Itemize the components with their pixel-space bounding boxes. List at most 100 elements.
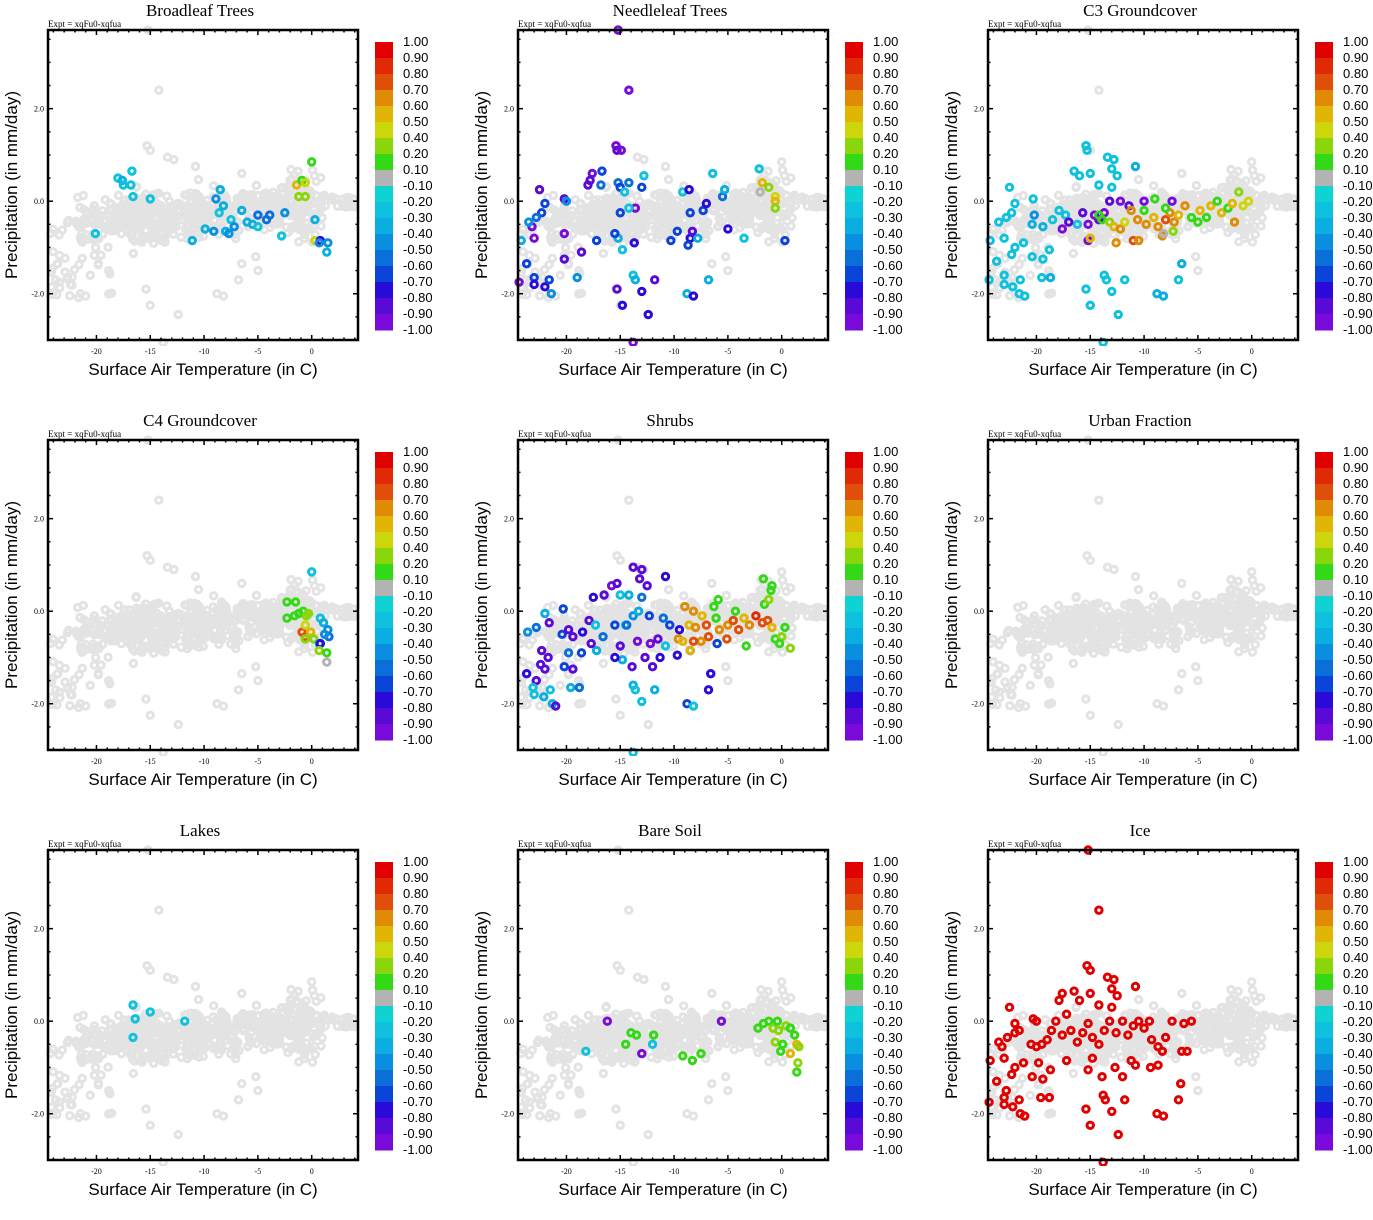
experiment-label: Expt = xqFu0-xqfua (988, 429, 1061, 439)
background-point (1150, 183, 1156, 189)
data-point (1114, 173, 1120, 179)
chart-title: Urban Fraction (1088, 411, 1192, 430)
background-point (1193, 592, 1199, 598)
x-tick-label: -20 (561, 347, 572, 356)
colorbar-label: 0.70 (873, 82, 898, 97)
background-point (1007, 703, 1013, 709)
background-point (67, 281, 73, 287)
background-point (591, 607, 597, 613)
experiment-label: Expt = xqFu0-xqfua (518, 19, 591, 29)
colorbar-label: 0.50 (403, 114, 428, 129)
background-point (1073, 183, 1079, 189)
data-point (707, 670, 713, 676)
background-point (1031, 662, 1037, 668)
data-point (324, 249, 330, 255)
data-point (632, 277, 638, 283)
data-point (632, 687, 638, 693)
background-point (147, 302, 153, 308)
x-tick-label: -10 (1139, 347, 1150, 356)
background-point (288, 166, 294, 172)
background-point (591, 197, 597, 203)
colorbar-segment (1315, 282, 1333, 299)
colorbar-label: 0.70 (403, 492, 428, 507)
background-point (549, 255, 555, 261)
background-point (725, 267, 731, 273)
x-tick-label: -15 (615, 347, 626, 356)
data-point (687, 647, 693, 653)
colorbar-label: 0.10 (403, 572, 428, 587)
x-tick-label: -20 (91, 757, 102, 766)
background-point (95, 260, 101, 266)
colorbar-label: 0.40 (873, 540, 898, 555)
background-point (253, 254, 259, 260)
background-point (549, 665, 555, 671)
background-point (1058, 640, 1064, 646)
colorbar-label: -1.00 (873, 732, 903, 747)
colorbar-segment (375, 708, 393, 725)
chart-title: C4 Groundcover (143, 411, 257, 430)
background-point (235, 277, 241, 283)
background-point (192, 163, 198, 169)
background-point (118, 230, 124, 236)
colorbar: 1.000.900.800.700.600.500.400.200.10-0.1… (375, 444, 433, 747)
x-tick-label: 0 (780, 347, 784, 356)
colorbar-segment (1315, 298, 1333, 315)
background-point (557, 272, 563, 278)
background-point (526, 252, 532, 258)
colorbar-segment (845, 74, 863, 91)
data-point (523, 260, 529, 266)
data-point (1122, 277, 1128, 283)
background-point (783, 588, 789, 594)
colorbar-label: -0.50 (1343, 242, 1373, 257)
data-point (617, 592, 623, 598)
background-point (253, 182, 259, 188)
colorbar-label: -0.70 (403, 684, 433, 699)
colorbar-segment (845, 170, 863, 187)
data-point (324, 659, 330, 665)
x-tick-label: -20 (1031, 347, 1042, 356)
background-point (107, 610, 113, 616)
data-point (645, 311, 651, 317)
plot-frame (48, 30, 358, 340)
background-point (723, 664, 729, 670)
chart-title: Shrubs (646, 411, 693, 430)
colorbar-segment (375, 564, 393, 581)
background-point (1035, 670, 1041, 676)
data-point (189, 237, 195, 243)
colorbar-segment (1315, 154, 1333, 171)
colorbar-label: -0.30 (1343, 210, 1373, 225)
background-point (255, 677, 261, 683)
colorbar-segment (1315, 218, 1333, 235)
data-point (1017, 277, 1023, 283)
data-point (619, 247, 625, 253)
colorbar-label: 0.90 (873, 460, 898, 475)
data-point (598, 182, 604, 188)
background-point (79, 665, 85, 671)
data-point (614, 580, 620, 586)
points-layer (986, 27, 1298, 346)
data-point (1132, 163, 1138, 169)
background-point (54, 261, 60, 267)
background-point (309, 167, 315, 173)
data-point (546, 620, 552, 626)
colorbar-label: -0.60 (1343, 258, 1373, 273)
data-point (1001, 281, 1007, 287)
colorbar-segment (845, 58, 863, 75)
colorbar-segment (845, 154, 863, 171)
data-point (1087, 302, 1093, 308)
background-point (95, 670, 101, 676)
experiment-label: Expt = xqFu0-xqfua (48, 19, 121, 29)
colorbar-label: 0.80 (1343, 66, 1368, 81)
background-point (1015, 604, 1021, 610)
data-point (588, 640, 594, 646)
colorbar-segment (845, 122, 863, 139)
colorbar: 1.000.900.800.700.600.500.400.200.10-0.1… (845, 34, 903, 337)
background-point (175, 721, 181, 727)
background-point (665, 586, 671, 592)
background-point (147, 712, 153, 718)
background-point (617, 557, 623, 563)
background-point (600, 250, 606, 256)
x-tick-label: 0 (1250, 347, 1254, 356)
colorbar-label: -0.80 (873, 700, 903, 715)
